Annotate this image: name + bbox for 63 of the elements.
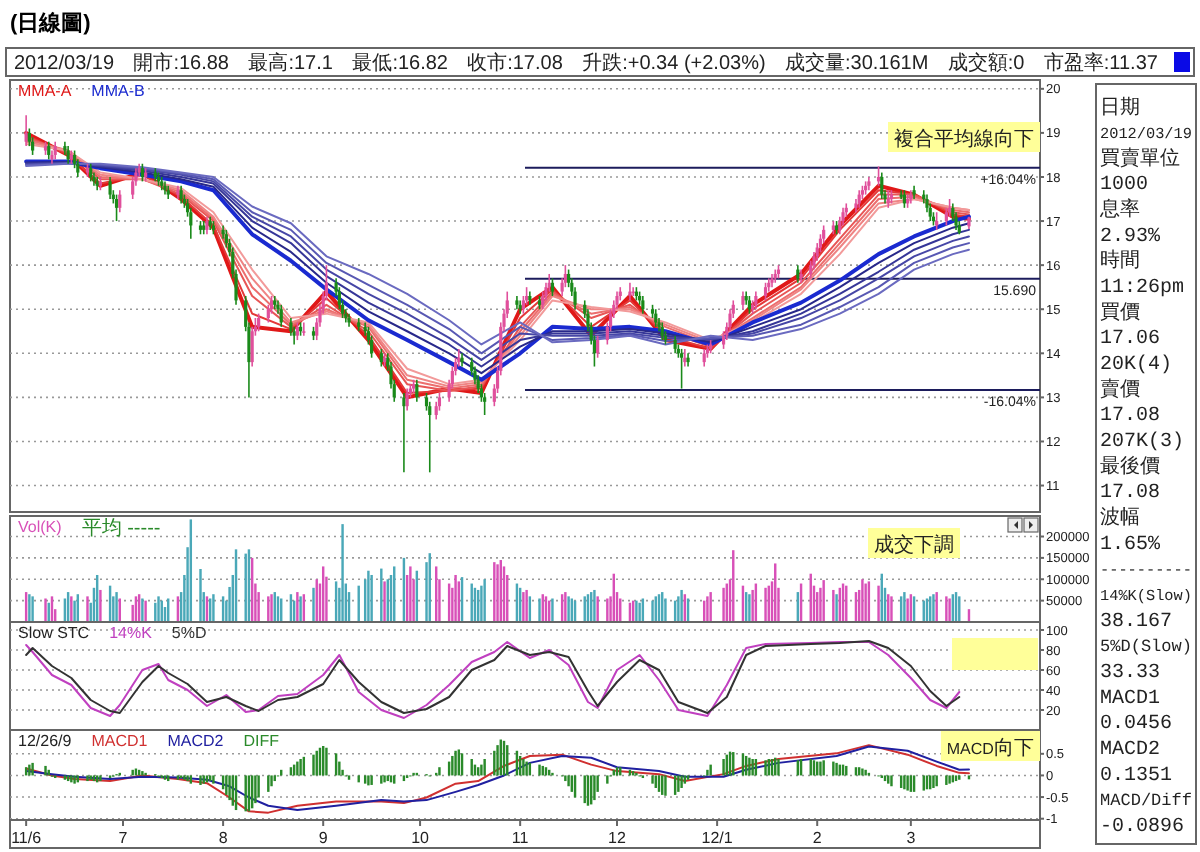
text: 買賣單位 <box>1100 145 1180 172</box>
text: MACD2 <box>1100 739 1161 762</box>
x-tick-label: 11/6 <box>11 829 43 847</box>
text: (日線圖) <box>10 10 92 36</box>
text: MACD1 <box>1100 688 1161 711</box>
text: 成交額:0 <box>947 51 1026 75</box>
x-tick-label: 7 <box>118 829 129 847</box>
text: 最低:16.82 <box>352 53 449 75</box>
text: 時間 <box>1100 248 1140 275</box>
annotation: MACD向下 <box>946 735 1034 760</box>
x-tick-label: 12/1 <box>701 829 734 847</box>
text: 買價 <box>1100 301 1140 326</box>
text: MMA-B <box>91 82 145 100</box>
note: MACD向下 <box>940 731 1040 761</box>
text: 開市:16.88 <box>133 51 230 75</box>
text: 市盈率:11.37 <box>1043 51 1159 75</box>
x-tick-label: 9 <box>318 829 329 847</box>
text: 最高:17.1 <box>248 51 334 75</box>
x-tick-label: 10 <box>411 829 431 847</box>
x-tick-label: 11 <box>511 829 530 847</box>
text: 17.08 <box>1100 406 1161 429</box>
text: 升跌:+0.34 (+2.03%) <box>582 51 766 75</box>
text: 2012/03/19 <box>14 53 115 75</box>
text: 0.0456 <box>1100 714 1173 737</box>
text: 11:26pm <box>1100 278 1185 301</box>
text: 成交量:30.161M <box>785 51 929 75</box>
text: 2.93% <box>1100 226 1161 249</box>
text: 17.08 <box>1100 483 1161 506</box>
text: 1.65% <box>1100 534 1161 557</box>
text: 5%D(Slow) <box>1100 637 1192 658</box>
series-label: MACD2 <box>167 732 225 750</box>
x-tick-label: 2 <box>812 829 823 847</box>
text: 20K(4) <box>1100 353 1173 378</box>
text: 1000 <box>1100 175 1149 198</box>
text: MMA-A <box>18 82 73 100</box>
note: 成交下調 <box>868 528 960 558</box>
series-label: 5%D <box>171 624 207 642</box>
text: 息率 <box>1098 197 1140 224</box>
text: 最後價 <box>1100 453 1160 480</box>
x-tick-label: 3 <box>906 829 917 847</box>
text: -0.0896 <box>1100 816 1185 839</box>
annotation: 複合平均線向下 <box>894 126 1034 151</box>
x-tick-label: 12 <box>608 829 628 847</box>
series-label: 14%K <box>109 624 154 642</box>
text: 17.06 <box>1100 329 1161 352</box>
text: 日期 <box>1100 94 1140 121</box>
text: 賣價 <box>1100 376 1140 403</box>
text: 0.1351 <box>1100 765 1173 788</box>
text: Vol(K) <box>18 518 63 536</box>
text: 38.167 <box>1100 611 1173 634</box>
series-label: DIFF <box>243 732 280 750</box>
text: 33.33 <box>1100 662 1161 685</box>
text: 收市:17.08 <box>467 51 564 75</box>
annotation: 成交下調 <box>874 532 954 557</box>
text: 波幅 <box>1100 505 1140 532</box>
note: 複合平均線向下 <box>888 122 1040 152</box>
text: 207K(3) <box>1100 430 1185 455</box>
text: MACD/Diff <box>1100 791 1192 812</box>
chart-subtitle: 平均 ----- <box>81 516 161 540</box>
legend-title: Slow STC <box>18 624 90 642</box>
series-label: MACD1 <box>91 732 149 750</box>
legend-title: 12/26/9 <box>18 732 73 750</box>
x-tick-label: 8 <box>218 829 229 847</box>
